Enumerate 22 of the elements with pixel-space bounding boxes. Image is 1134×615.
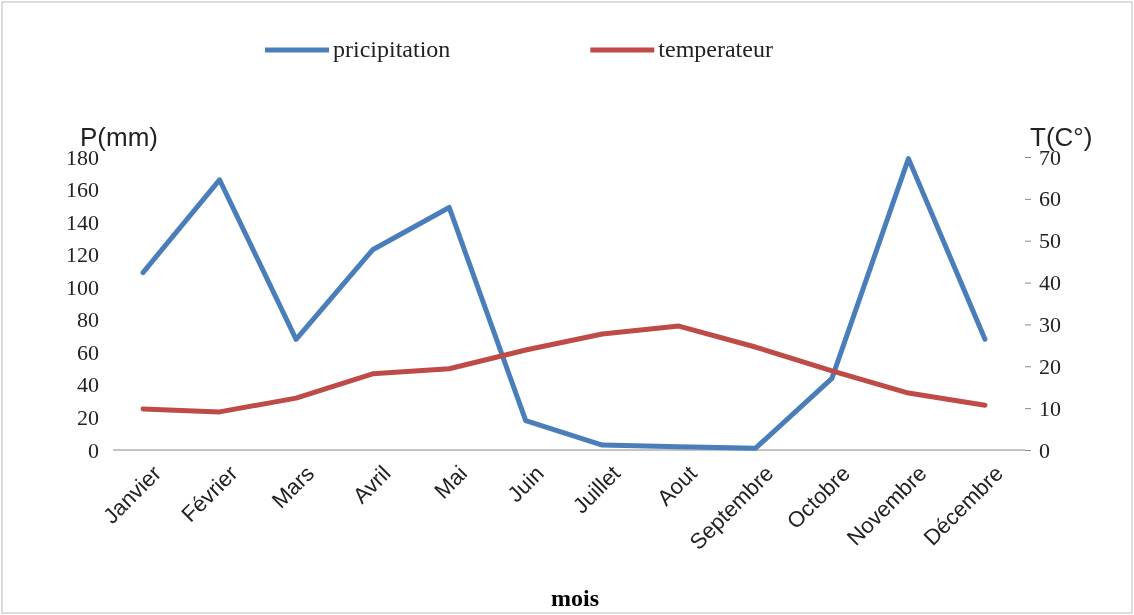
y-tick-label: 20 bbox=[77, 404, 99, 430]
y-axis-title: P(mm) bbox=[80, 122, 158, 152]
y-tick-label: 140 bbox=[66, 209, 99, 235]
y2-tick-label: 50 bbox=[1039, 228, 1061, 254]
y-tick-label: 60 bbox=[77, 339, 99, 365]
y-tick-label: 80 bbox=[77, 307, 99, 333]
y2-tick-label: 30 bbox=[1039, 311, 1061, 337]
y-tick-label: 40 bbox=[77, 372, 99, 398]
y2-tick-label: 10 bbox=[1039, 395, 1061, 421]
y2-tick-label: 0 bbox=[1039, 437, 1050, 463]
y2-tick-label: 20 bbox=[1039, 353, 1061, 379]
y-tick-label: 100 bbox=[66, 274, 99, 300]
legend-label: temperateur bbox=[658, 36, 773, 62]
y2-tick-label: 60 bbox=[1039, 186, 1061, 212]
x-axis-title: mois bbox=[551, 585, 599, 611]
y2-tick-label: 40 bbox=[1039, 270, 1061, 296]
y-tick-label: 160 bbox=[66, 177, 99, 203]
y-tick-label: 0 bbox=[88, 437, 99, 463]
x-tick-label: Juin bbox=[502, 460, 549, 507]
legend-label: pricipitation bbox=[333, 36, 451, 62]
x-tick-label: Mai bbox=[429, 460, 473, 504]
y-tick-label: 120 bbox=[66, 242, 99, 268]
